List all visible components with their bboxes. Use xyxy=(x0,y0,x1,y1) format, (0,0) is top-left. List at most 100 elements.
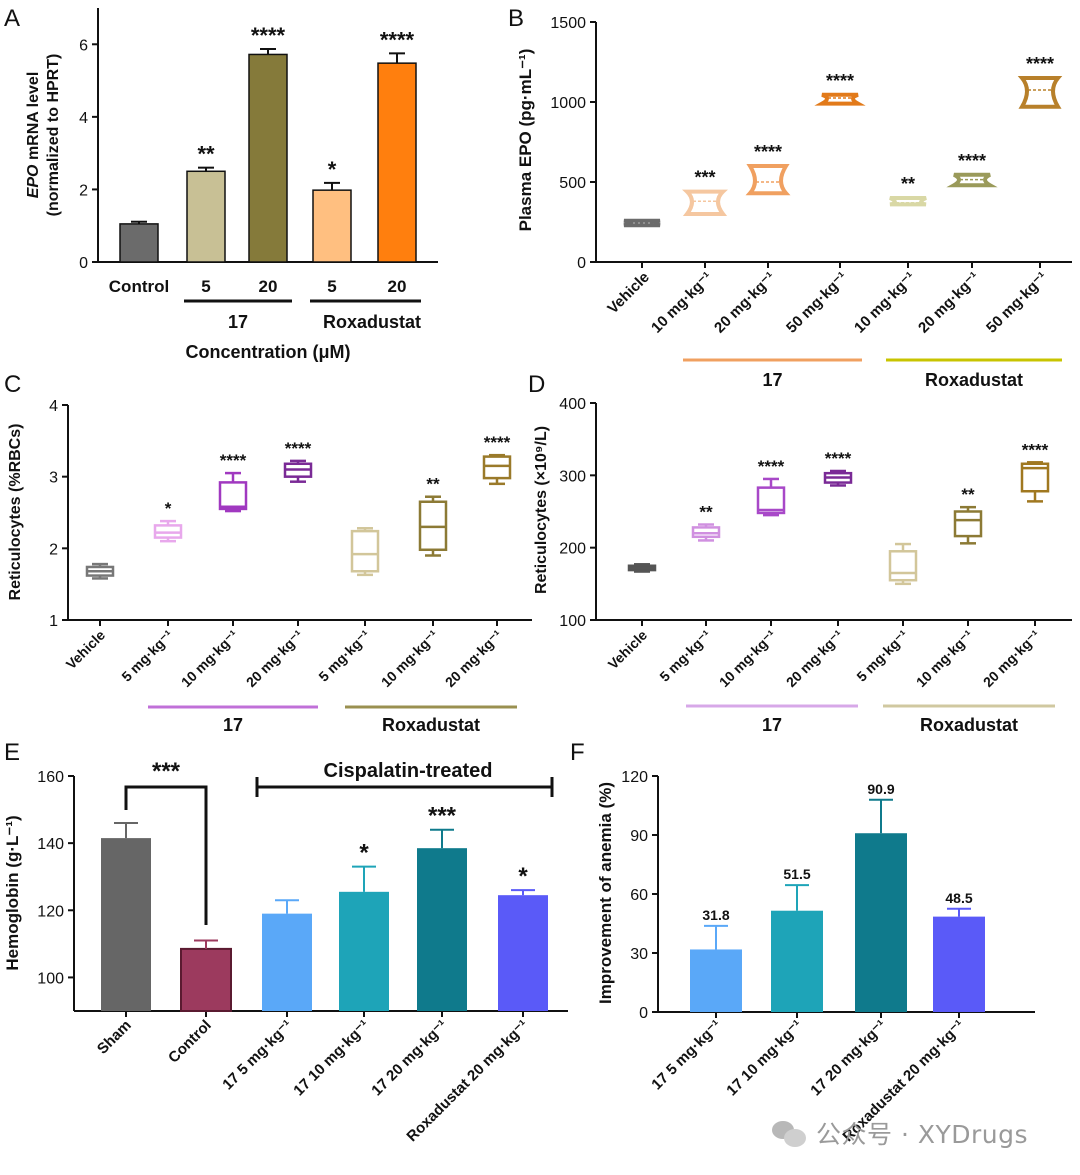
group-label: Roxadustat xyxy=(925,370,1023,390)
y-tick-label: 1000 xyxy=(550,95,586,112)
group-label: Roxadustat xyxy=(382,715,480,735)
significance-stars: **** xyxy=(1022,440,1049,459)
y-axis-title: Reticulocytes (%RBCs) xyxy=(7,424,24,601)
x-tick-label: 5 mg·kg⁻¹ xyxy=(315,627,373,685)
x-tick-label: 20 mg·kg⁻¹ xyxy=(243,627,307,691)
panel-d: D 100 200 300 400 Reticulocytes (×10⁹/L) Vehic… xyxy=(528,371,1072,735)
x-tick-label: Vehicle xyxy=(63,627,109,673)
violin-shape xyxy=(745,164,791,196)
y-tick-label: 1 xyxy=(49,613,58,630)
significance-stars: ** xyxy=(699,503,713,522)
watermark-text: 公众号 · XYDrugs xyxy=(816,1120,1029,1149)
y-axis-title: Improvement of anemia (%) xyxy=(596,782,615,1004)
significance-stars: **** xyxy=(251,23,286,48)
significance-stars: * xyxy=(518,863,528,890)
group-label: 17 xyxy=(228,312,248,332)
group-label: Roxadustat xyxy=(920,715,1018,735)
y-axis-title-rest: mRNA level xyxy=(25,72,42,165)
comparison-bracket xyxy=(124,785,208,925)
y-tick-label: 100 xyxy=(37,970,64,987)
y-tick-label: 2 xyxy=(49,541,58,558)
y-tick-label: 3 xyxy=(49,470,58,487)
x-tick-label: 17 5 mg·kg⁻¹ xyxy=(219,1017,296,1094)
x-tick-label: 17 20 mg·kg⁻¹ xyxy=(807,1017,889,1099)
box xyxy=(953,510,983,538)
y-axis-title: EPO mRNA level xyxy=(25,72,42,199)
x-tick-label: 10 mg·kg⁻¹ xyxy=(851,269,919,337)
significance-stars: ** xyxy=(197,142,215,167)
x-tick-label: Control xyxy=(165,1017,215,1067)
significance-stars: **** xyxy=(380,27,415,52)
x-tick-label: 20 mg·kg⁻¹ xyxy=(980,627,1044,691)
y-tick-label: 60 xyxy=(630,887,648,904)
x-axis-title: Concentration (μM) xyxy=(186,342,351,362)
significance-stars: *** xyxy=(428,803,457,830)
significance-stars: **** xyxy=(958,151,986,171)
violin-shape xyxy=(1017,76,1063,109)
significance-stars: **** xyxy=(285,439,312,458)
bar xyxy=(119,223,159,263)
y-tick-label: 0 xyxy=(79,255,88,272)
bar xyxy=(498,895,548,1011)
group-label: 17 xyxy=(762,370,782,390)
value-label: 48.5 xyxy=(945,890,972,906)
panel-label: E xyxy=(4,739,20,766)
group-label: 17 xyxy=(223,715,243,735)
bar xyxy=(933,916,985,1012)
significance-stars: **** xyxy=(220,451,247,470)
panel-label: A xyxy=(4,5,20,32)
group-label: Roxadustat xyxy=(323,312,421,332)
treatment-bracket xyxy=(255,777,554,797)
x-tick-label: 50 mg·kg⁻¹ xyxy=(783,269,851,337)
box xyxy=(888,550,918,582)
x-tick-label: 5 mg·kg⁻¹ xyxy=(853,627,911,685)
panel-label: C xyxy=(4,371,21,398)
bar xyxy=(186,170,226,263)
y-tick-label: 0 xyxy=(639,1005,648,1022)
x-tick-label: 20 xyxy=(259,277,278,296)
y-tick-label: 300 xyxy=(559,468,586,485)
panel-a: A 0 2 4 6 EPO mRNA level (normalized to HPRT) C… xyxy=(4,5,438,362)
value-label: 31.8 xyxy=(702,907,729,923)
panel-c: C 1 2 3 4 Reticulocytes (%RBCs) Vehicle * 5 mg·k… xyxy=(4,371,532,735)
box xyxy=(350,529,380,573)
x-tick-label: 20 xyxy=(388,277,407,296)
y-tick-label: 30 xyxy=(630,946,648,963)
x-tick-label: 17 5 mg·kg⁻¹ xyxy=(648,1017,725,1094)
x-tick-label: 5 mg·kg⁻¹ xyxy=(656,627,714,685)
value-label: 51.5 xyxy=(783,866,810,882)
significance-stars: * xyxy=(328,157,337,182)
y-tick-label: 140 xyxy=(37,836,64,853)
panel-label: B xyxy=(508,5,524,32)
y-axis-title: Reticulocytes (×10⁹/L) xyxy=(533,426,550,594)
y-axis-title: Plasma EPO (pg·mL⁻¹) xyxy=(516,49,535,232)
bar xyxy=(417,848,467,1011)
significance-stars: **** xyxy=(825,449,852,468)
significance-stars: *** xyxy=(694,168,715,188)
group-label: 17 xyxy=(762,715,782,735)
value-label: 90.9 xyxy=(867,781,894,797)
y-tick-label: 400 xyxy=(559,396,586,413)
y-tick-label: 1500 xyxy=(550,15,586,32)
x-tick-label: 10 mg·kg⁻¹ xyxy=(648,269,716,337)
panel-e: E 100 120 140 160 Hemoglobin (g·L⁻¹) Sham Contr… xyxy=(3,739,568,1145)
box xyxy=(218,481,248,511)
panel-f: F 0 30 60 90 120 Improvement of anemia (%) 31.8… xyxy=(570,739,1035,1145)
bar xyxy=(180,947,232,1013)
x-tick-label: 5 xyxy=(201,277,210,296)
violin-shape xyxy=(682,189,728,216)
violin-shape xyxy=(814,92,866,106)
bar xyxy=(101,838,151,1011)
x-tick-label: 5 mg·kg⁻¹ xyxy=(118,627,176,685)
x-tick-label: 20 mg·kg⁻¹ xyxy=(783,627,847,691)
watermark: 公众号 · XYDrugs xyxy=(772,1116,1028,1150)
significance-stars: **** xyxy=(484,433,511,452)
x-tick-label: 10 mg·kg⁻¹ xyxy=(716,627,780,691)
panel-b: B 0 500 1000 1500 Plasma EPO (pg·mL⁻¹) Vehicle… xyxy=(508,5,1072,390)
significance-stars: ** xyxy=(961,485,975,504)
x-tick-label: 17 10 mg·kg⁻¹ xyxy=(723,1017,805,1099)
x-tick-label: 10 mg·kg⁻¹ xyxy=(913,627,977,691)
y-tick-label: 90 xyxy=(630,828,648,845)
bar xyxy=(248,53,288,263)
